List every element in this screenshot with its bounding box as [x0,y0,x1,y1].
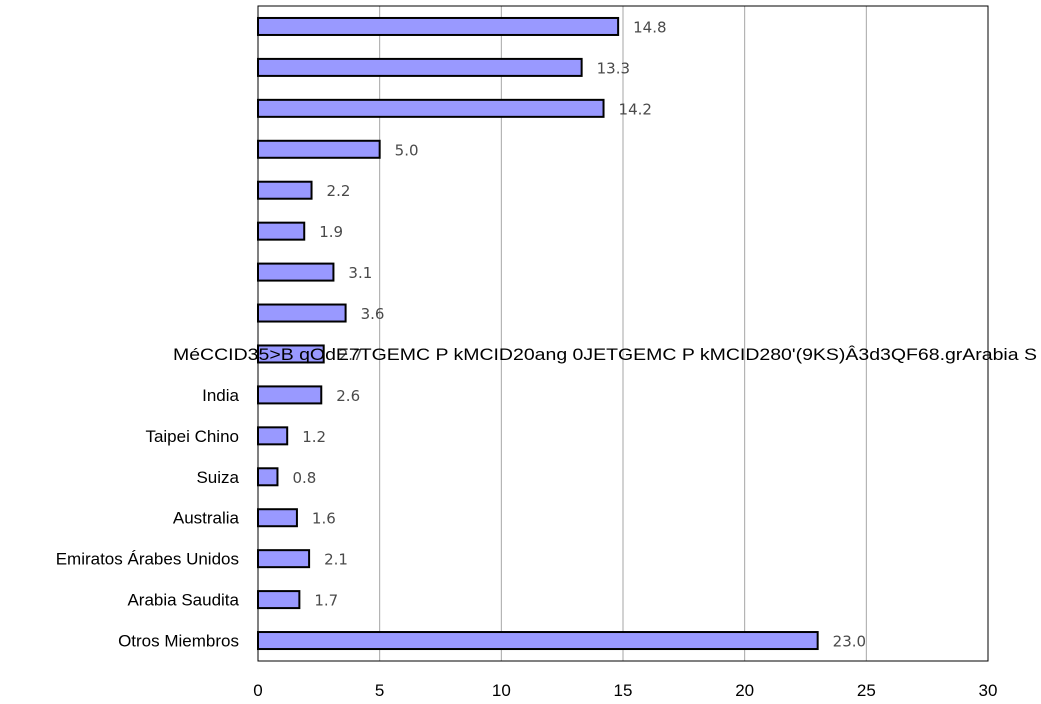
bar [257,549,311,569]
data-label: 2.6 [336,387,360,405]
bar [257,139,381,159]
data-label: 3.1 [348,264,372,282]
x-tick-label: 5 [375,681,384,700]
data-label: 2.2 [327,182,351,200]
bar [257,303,347,323]
bar [257,57,583,77]
category-label: India [202,386,239,405]
bar [257,426,289,446]
x-tick-label: 30 [979,681,998,700]
data-label: 14.8 [633,18,666,36]
category-label: Arabia Saudita [127,591,239,610]
bars [257,16,819,651]
category-label: Otros Miembros [118,632,239,651]
bar [257,98,605,118]
bar [257,262,335,282]
data-label: 2.7 [339,346,363,364]
category-label: Taipei Chino [145,427,239,446]
bar [257,180,313,200]
category-labels: India Taipei Chino Suiza Australia Emiratos … [56,345,1037,651]
data-label: 0.8 [292,469,316,487]
data-label: 13.3 [597,59,630,77]
x-tick-label: 15 [614,681,633,700]
x-tick-label: 25 [857,681,876,700]
data-label: 2.1 [324,551,348,569]
bar [257,16,620,36]
data-label: 23.0 [833,633,866,651]
bar [257,467,279,487]
x-tick-label: 20 [735,681,754,700]
data-label: 14.2 [619,100,652,118]
category-label: Australia [173,509,240,528]
x-tick-label: 0 [253,681,262,700]
data-label: 1.2 [302,428,326,446]
data-label: 5.0 [395,141,419,159]
bar [257,221,306,241]
data-label: 1.9 [319,223,343,241]
category-label: Emiratos Árabes Unidos [56,550,239,569]
plot-area-frame [257,5,989,662]
category-label: Suiza [196,468,239,487]
data-label: 1.7 [314,592,338,610]
data-label: 1.6 [312,510,336,528]
bar [257,631,819,651]
bar [257,508,298,528]
bar [257,385,323,405]
data-label: 3.6 [361,305,385,323]
bar [257,590,301,610]
x-tick-labels: 0 5 10 15 20 25 30 [253,681,997,700]
x-tick-label: 10 [492,681,511,700]
data-labels: 14.8 13.3 14.2 5.0 2.2 1.9 3.1 3.6 2.7 2.6 1.2 0.8 1… [292,18,866,650]
garbled-category-label: MéCCID35>B qOdE7TGEMC P kMCID20ang 0JETG… [173,345,1037,364]
